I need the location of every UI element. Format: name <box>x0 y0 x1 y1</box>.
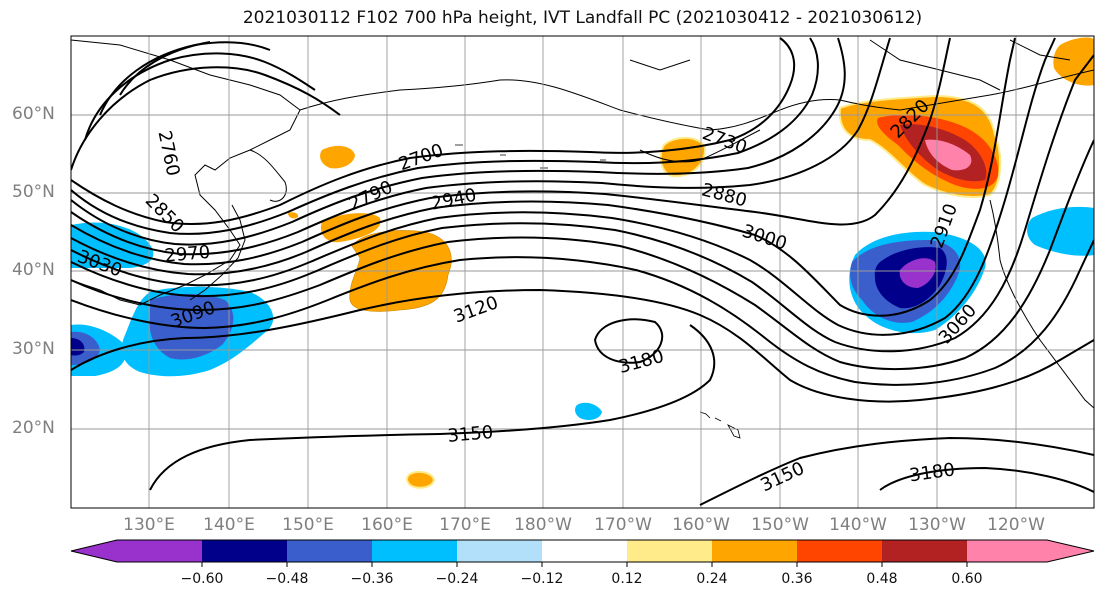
kamchatka-coastline <box>249 149 287 202</box>
latitude-label: 30°N <box>12 339 55 359</box>
colorbar-segment <box>202 540 287 562</box>
contour-line <box>71 37 1056 336</box>
contour-line <box>71 37 846 246</box>
colorbar-tick-label: −0.24 <box>435 571 479 587</box>
contour-line <box>71 37 819 235</box>
colorbar-segment <box>967 540 1047 562</box>
colorbar-tick-label: 0.48 <box>866 571 898 587</box>
colorbar-segment <box>457 540 542 562</box>
colorbar-segment <box>1047 540 1094 562</box>
latitude-label: 60°N <box>12 104 55 124</box>
contour-line <box>84 52 316 141</box>
colorbar-segment <box>797 540 882 562</box>
negative-anomaly-core <box>899 258 936 288</box>
latitude-label: 50°N <box>12 182 55 202</box>
colorbar-outline <box>70 539 1095 563</box>
positive-anomaly-blob <box>1053 37 1094 86</box>
colorbar-tick-label: −0.12 <box>520 571 564 587</box>
colorbar-tick-label: 0.12 <box>611 571 643 587</box>
colorbar-segment <box>372 540 457 562</box>
longitude-label: 160°E <box>361 515 413 535</box>
contour-line <box>71 54 1094 353</box>
colorbar-tick-label: −0.60 <box>180 571 224 587</box>
contour-line <box>71 37 796 225</box>
colorbar-segment <box>712 540 797 562</box>
contour-line <box>71 37 951 266</box>
colorbar-tick-label: 0.24 <box>696 571 728 587</box>
longitude-label: 140°E <box>203 515 255 535</box>
negative-anomaly-core <box>575 402 602 420</box>
contour-line <box>99 41 271 116</box>
contour-line <box>149 324 716 491</box>
colorbar-segment <box>117 540 202 562</box>
colorbar-segment <box>71 540 117 562</box>
longitude-label: 140°W <box>829 515 887 535</box>
contour-line <box>71 37 1016 317</box>
longitude-label: 170°E <box>439 515 491 535</box>
colorbar-tick-label: −0.36 <box>350 571 394 587</box>
north-america-coastline <box>989 199 1094 409</box>
contour-line <box>71 288 1094 403</box>
colorbar-tick-label: 0.60 <box>951 571 983 587</box>
latitude-label: 40°N <box>12 260 55 280</box>
hawaii-islands <box>699 411 741 439</box>
colorbar-segment <box>882 540 967 562</box>
longitude-label: 150°W <box>751 515 809 535</box>
map-title: 2021030112 F102 700 hPa height, IVT Land… <box>242 8 923 28</box>
negative-anomaly-core <box>71 338 85 356</box>
contour-line <box>593 318 664 364</box>
contour-line <box>71 66 341 171</box>
japan-coastline <box>189 204 246 301</box>
longitude-label: 130°E <box>123 515 175 535</box>
map-frame <box>70 35 1095 509</box>
contour-label: 3150 <box>447 422 494 447</box>
positive-anomaly-blob <box>406 471 436 489</box>
positive-anomaly-blob <box>320 145 355 169</box>
negative-anomaly-core <box>1027 206 1094 256</box>
contour-line <box>699 436 1094 506</box>
small-islands <box>455 144 606 169</box>
contour-line <box>71 37 891 256</box>
asia-coastline <box>71 39 301 306</box>
contour-label: 2970 <box>164 242 211 267</box>
height-contours <box>71 37 1094 506</box>
colorbar-tick-label: 0.36 <box>781 571 813 587</box>
positive-anomaly-blob <box>288 212 299 219</box>
longitude-label: 120°W <box>987 515 1045 535</box>
colorbar-segment <box>542 540 627 562</box>
colorbar-segment <box>627 540 712 562</box>
arctic-islands-coastline <box>629 39 1071 91</box>
colorbar-segment <box>287 540 372 562</box>
islands <box>455 144 741 439</box>
colorbar-tick-label: −0.48 <box>265 571 309 587</box>
contour-line <box>71 239 1094 386</box>
contour-line <box>879 466 1094 493</box>
longitude-label: 130°W <box>908 515 966 535</box>
longitude-label: 150°E <box>282 515 334 535</box>
longitude-label: 160°W <box>672 515 730 535</box>
alaska-coastline <box>299 69 1094 131</box>
latitude-label: 20°N <box>12 418 55 438</box>
contour-line <box>71 139 1094 371</box>
longitude-label: 180°W <box>514 515 572 535</box>
colorbar <box>70 539 1095 567</box>
longitude-label: 170°W <box>594 515 652 535</box>
positive-anomaly-blob <box>320 213 381 243</box>
